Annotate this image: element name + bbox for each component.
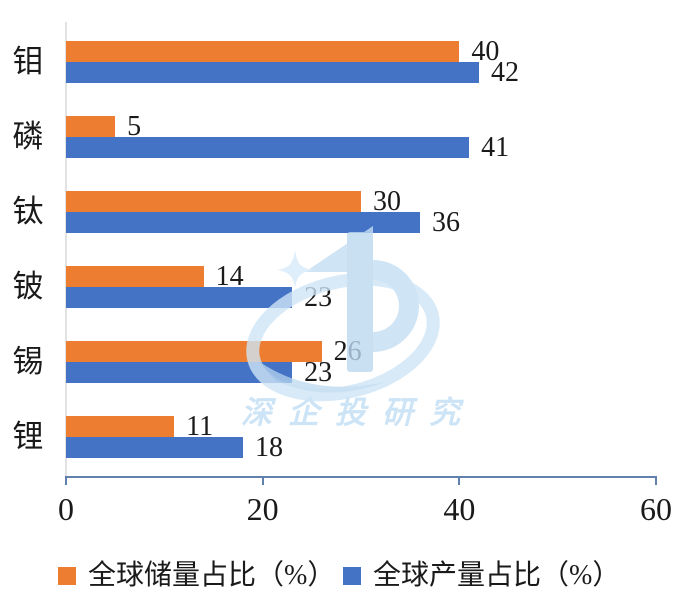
y-axis-line [65, 22, 67, 477]
bar-production-锡 [66, 362, 293, 383]
value-label-reserve-磷: 5 [127, 111, 142, 142]
x-tick-label-60: 60 [640, 491, 672, 527]
x-axis-tick-40 [458, 476, 461, 485]
x-tick-label-0: 0 [58, 491, 74, 527]
x-tick-label-40: 40 [443, 491, 476, 527]
bar-production-磷 [66, 137, 470, 158]
legend-item-reserve: 全球储量占比（%） [58, 561, 335, 591]
x-axis-tick-60 [655, 476, 657, 485]
x-axis-line [65, 476, 657, 478]
value-label-reserve-锂: 11 [186, 411, 214, 442]
legend-label-production: 全球产量占比（%） [373, 560, 621, 591]
bar-production-铍 [66, 287, 293, 308]
value-label-production-磷: 41 [481, 132, 510, 163]
bar-reserve-铍 [66, 266, 204, 287]
legend-swatch-reserve [58, 567, 76, 585]
x-axis-tick-0 [65, 476, 67, 485]
value-label-reserve-铍: 14 [215, 261, 244, 292]
bar-production-钼 [66, 62, 479, 83]
category-label-钛: 钛 [12, 194, 44, 229]
value-label-reserve-钛: 30 [373, 186, 401, 217]
category-label-铍: 铍 [12, 269, 44, 304]
value-label-production-锡: 23 [304, 357, 333, 388]
value-label-production-铍: 23 [304, 282, 333, 313]
bar-reserve-磷 [66, 116, 116, 137]
value-label-reserve-锡: 26 [333, 336, 362, 367]
bar-reserve-钼 [66, 41, 460, 62]
value-label-reserve-钼: 40 [471, 36, 500, 67]
legend-item-production: 全球产量占比（%） [343, 561, 620, 591]
bar-reserve-锡 [66, 341, 322, 362]
x-tick-label-20: 20 [246, 491, 279, 527]
bar-reserve-锂 [66, 416, 175, 437]
category-label-锂: 锂 [12, 419, 44, 454]
bar-reserve-钛 [66, 191, 361, 212]
legend-swatch-production [343, 567, 361, 585]
category-label-钼: 钼 [12, 44, 44, 79]
value-label-production-钛: 36 [432, 207, 460, 238]
value-label-production-锂: 18 [255, 432, 283, 463]
category-label-磷: 磷 [12, 119, 44, 154]
bar-production-钛 [66, 212, 420, 233]
value-label-production-钼: 42 [491, 57, 519, 88]
category-label-锡: 锡 [12, 344, 44, 379]
bar-production-锂 [66, 437, 243, 458]
x-axis-tick-20 [261, 476, 264, 485]
legend-label-reserve: 全球储量占比（%） [88, 560, 336, 591]
